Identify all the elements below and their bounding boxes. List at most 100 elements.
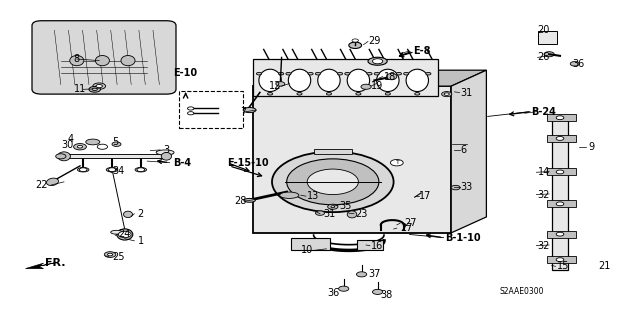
Circle shape	[326, 93, 332, 95]
Circle shape	[372, 289, 383, 294]
Ellipse shape	[243, 108, 256, 113]
Circle shape	[442, 92, 452, 97]
Text: 31: 31	[323, 209, 335, 219]
Text: 24: 24	[118, 229, 131, 240]
Circle shape	[74, 144, 86, 150]
Circle shape	[556, 202, 564, 206]
Circle shape	[268, 93, 273, 95]
Circle shape	[286, 72, 291, 75]
Ellipse shape	[86, 139, 100, 145]
Circle shape	[426, 72, 431, 75]
Text: 36: 36	[327, 288, 339, 299]
Bar	[547, 200, 576, 207]
Text: 10: 10	[301, 245, 314, 256]
Text: E-10: E-10	[173, 68, 198, 78]
Circle shape	[356, 272, 367, 277]
Text: 33: 33	[461, 182, 473, 192]
Circle shape	[96, 85, 102, 88]
Text: 32: 32	[538, 189, 550, 200]
Circle shape	[372, 59, 383, 64]
Text: 20: 20	[538, 25, 550, 35]
Text: FR.: FR.	[45, 258, 65, 268]
Circle shape	[112, 142, 121, 146]
Circle shape	[308, 72, 313, 75]
Ellipse shape	[347, 211, 357, 218]
Circle shape	[556, 232, 564, 236]
Bar	[547, 114, 576, 121]
Text: 25: 25	[112, 252, 125, 262]
Ellipse shape	[121, 56, 135, 66]
Circle shape	[374, 72, 380, 75]
Ellipse shape	[58, 152, 70, 161]
Circle shape	[316, 211, 324, 215]
Circle shape	[361, 84, 371, 89]
Text: 2: 2	[138, 209, 144, 219]
FancyBboxPatch shape	[32, 21, 176, 94]
Circle shape	[108, 168, 116, 172]
Circle shape	[278, 72, 284, 75]
Circle shape	[390, 160, 403, 166]
Circle shape	[331, 206, 335, 208]
Text: 31: 31	[461, 87, 473, 98]
Text: 27: 27	[400, 223, 413, 233]
Circle shape	[97, 144, 108, 149]
Circle shape	[544, 52, 554, 57]
Text: 37: 37	[368, 269, 380, 279]
Ellipse shape	[95, 56, 109, 66]
Ellipse shape	[348, 69, 370, 92]
Circle shape	[118, 231, 131, 238]
Text: 30: 30	[61, 140, 74, 150]
Circle shape	[137, 168, 145, 172]
Circle shape	[79, 168, 87, 172]
Circle shape	[276, 82, 285, 86]
Text: 9: 9	[589, 142, 595, 152]
Ellipse shape	[111, 230, 122, 234]
Circle shape	[352, 39, 358, 42]
Circle shape	[556, 170, 564, 174]
Circle shape	[104, 252, 116, 257]
Ellipse shape	[135, 167, 147, 172]
Text: B-1-10: B-1-10	[445, 233, 481, 243]
Text: 12: 12	[269, 81, 282, 91]
Text: 29: 29	[368, 36, 380, 47]
Circle shape	[345, 72, 350, 75]
Polygon shape	[451, 70, 486, 233]
Text: B-24: B-24	[531, 107, 556, 117]
Text: 38: 38	[381, 290, 393, 300]
Circle shape	[89, 86, 100, 92]
Circle shape	[415, 93, 420, 95]
Circle shape	[92, 88, 97, 91]
Text: 32: 32	[538, 241, 550, 251]
Text: 35: 35	[339, 201, 351, 211]
Ellipse shape	[376, 69, 399, 92]
Ellipse shape	[156, 150, 174, 155]
Ellipse shape	[289, 69, 311, 92]
Text: 17: 17	[419, 191, 431, 201]
Ellipse shape	[368, 57, 387, 65]
Ellipse shape	[106, 167, 118, 172]
Circle shape	[188, 112, 194, 115]
Text: 11: 11	[74, 84, 86, 94]
Circle shape	[556, 137, 564, 140]
Text: 28: 28	[234, 196, 246, 206]
Text: 6: 6	[461, 145, 467, 155]
Text: 22: 22	[35, 180, 48, 190]
Text: 16: 16	[371, 241, 383, 251]
Text: 8: 8	[74, 54, 80, 64]
Text: 23: 23	[355, 209, 367, 219]
Ellipse shape	[244, 198, 255, 202]
Ellipse shape	[124, 211, 132, 218]
Text: 1: 1	[138, 236, 144, 246]
Ellipse shape	[70, 56, 84, 66]
Ellipse shape	[280, 192, 299, 198]
Circle shape	[316, 72, 321, 75]
FancyBboxPatch shape	[253, 86, 451, 233]
Circle shape	[56, 154, 66, 159]
Ellipse shape	[259, 69, 282, 92]
Ellipse shape	[47, 178, 58, 186]
Circle shape	[287, 159, 379, 205]
Circle shape	[556, 258, 564, 262]
Circle shape	[451, 185, 460, 190]
Text: T: T	[396, 160, 399, 165]
Text: 36: 36	[573, 59, 585, 69]
